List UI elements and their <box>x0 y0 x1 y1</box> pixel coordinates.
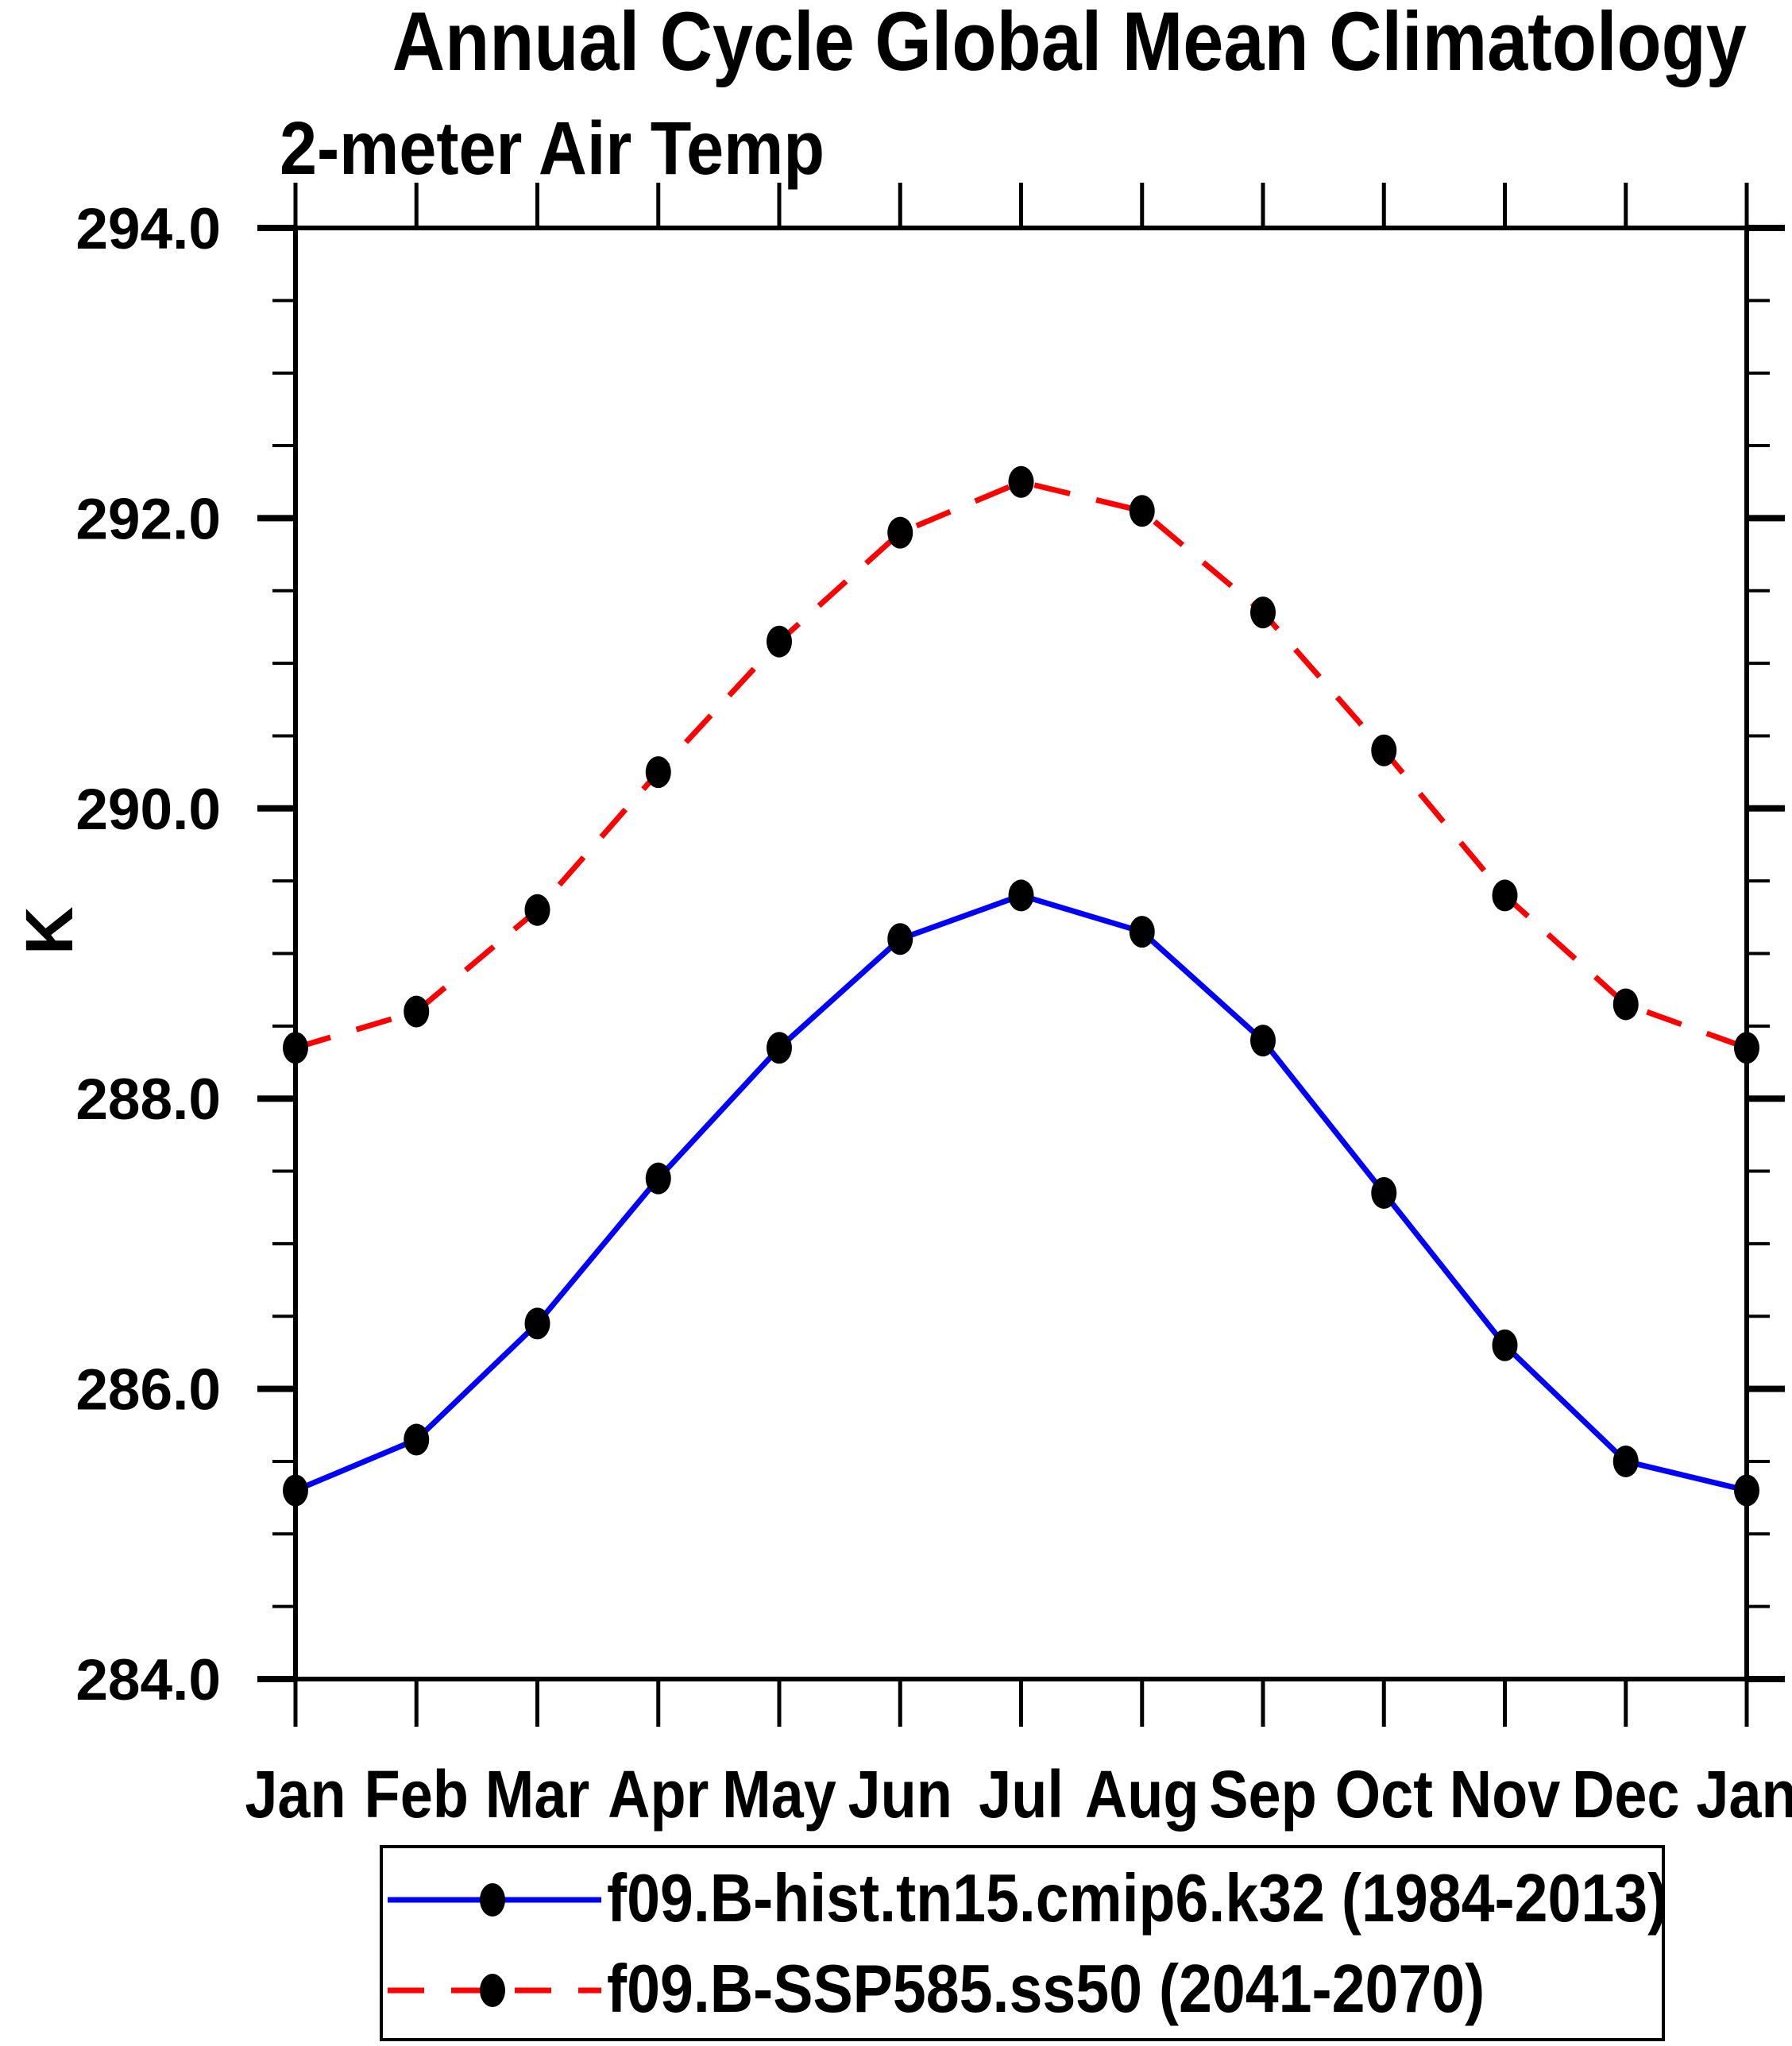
x-axis-tick-label: Jan <box>245 1757 346 1832</box>
legend-marker-sample <box>480 1974 505 2007</box>
x-axis-tick-label: Jun <box>848 1757 952 1832</box>
legend-entry-label: f09.B-SSP585.ss50 (2041-2070) <box>607 1951 1485 2027</box>
data-point-marker <box>1008 465 1034 498</box>
data-point-marker <box>1492 879 1518 912</box>
data-point-marker <box>767 625 792 658</box>
series-line-ssp585 <box>294 479 1748 1051</box>
data-point-marker <box>1250 596 1276 629</box>
x-axis-tick-label: Oct <box>1335 1757 1433 1832</box>
data-point-marker <box>283 1032 308 1064</box>
data-point-marker <box>887 923 913 955</box>
data-point-marker <box>524 1307 550 1340</box>
x-axis-tick-label: Jan <box>1696 1757 1792 1832</box>
y-axis-tick-label: 292.0 <box>75 487 221 551</box>
data-point-marker <box>1734 1474 1759 1507</box>
data-point-marker <box>1734 1032 1759 1064</box>
data-point-marker <box>1129 916 1155 948</box>
data-point-marker <box>767 1032 792 1064</box>
data-point-marker <box>1612 988 1639 1021</box>
data-point-marker <box>283 1474 308 1507</box>
legend-box <box>380 1845 1665 2041</box>
series-line-hist <box>294 892 1748 1493</box>
data-point-marker <box>1492 1329 1518 1361</box>
data-point-marker <box>404 995 430 1028</box>
data-point-marker <box>404 1423 430 1456</box>
y-axis-tick-label: 290.0 <box>75 778 221 842</box>
x-axis-tick-label: Aug <box>1085 1757 1199 1832</box>
data-point-marker <box>1371 1176 1397 1209</box>
data-point-marker <box>524 894 550 926</box>
chart-subtitle-text: 2-meter Air Temp <box>280 106 825 191</box>
y-axis-tick-label: 286.0 <box>75 1358 221 1423</box>
data-point-marker <box>645 756 671 789</box>
x-axis-tick-label: Jul <box>979 1757 1064 1832</box>
x-axis-tick-label: Feb <box>365 1757 469 1832</box>
data-point-marker <box>1612 1445 1639 1477</box>
y-axis-tick-label: 294.0 <box>75 197 221 261</box>
x-axis-tick-label: Mar <box>485 1757 589 1832</box>
x-axis-tick-label: Sep <box>1209 1757 1317 1832</box>
y-axis-tick-label: 288.0 <box>75 1067 221 1132</box>
x-axis-tick-label: Apr <box>608 1757 709 1832</box>
chart-title-text: Annual Cycle Global Mean Climatology <box>392 0 1747 88</box>
data-point-marker <box>1371 734 1397 766</box>
chart-subtitle: 2-meter Air Temp <box>280 111 892 187</box>
data-point-marker <box>1008 879 1034 912</box>
plot-frame <box>293 226 1749 1681</box>
x-axis-tick-label: Dec <box>1572 1757 1680 1832</box>
legend-marker-sample <box>480 1883 505 1917</box>
chart-title: Annual Cycle Global Mean Climatology <box>295 0 1747 83</box>
x-axis-tick-label: Nov <box>1450 1757 1561 1832</box>
data-point-marker <box>1250 1025 1276 1057</box>
x-axis-tick-label: May <box>722 1757 836 1832</box>
y-axis-tick-label: 284.0 <box>75 1648 221 1712</box>
data-point-marker <box>1129 495 1155 527</box>
data-point-marker <box>887 516 913 549</box>
legend-entry-label: f09.B-hist.tn15.cmip6.k32 (1984-2013) <box>607 1861 1667 1936</box>
data-point-marker <box>645 1162 671 1195</box>
